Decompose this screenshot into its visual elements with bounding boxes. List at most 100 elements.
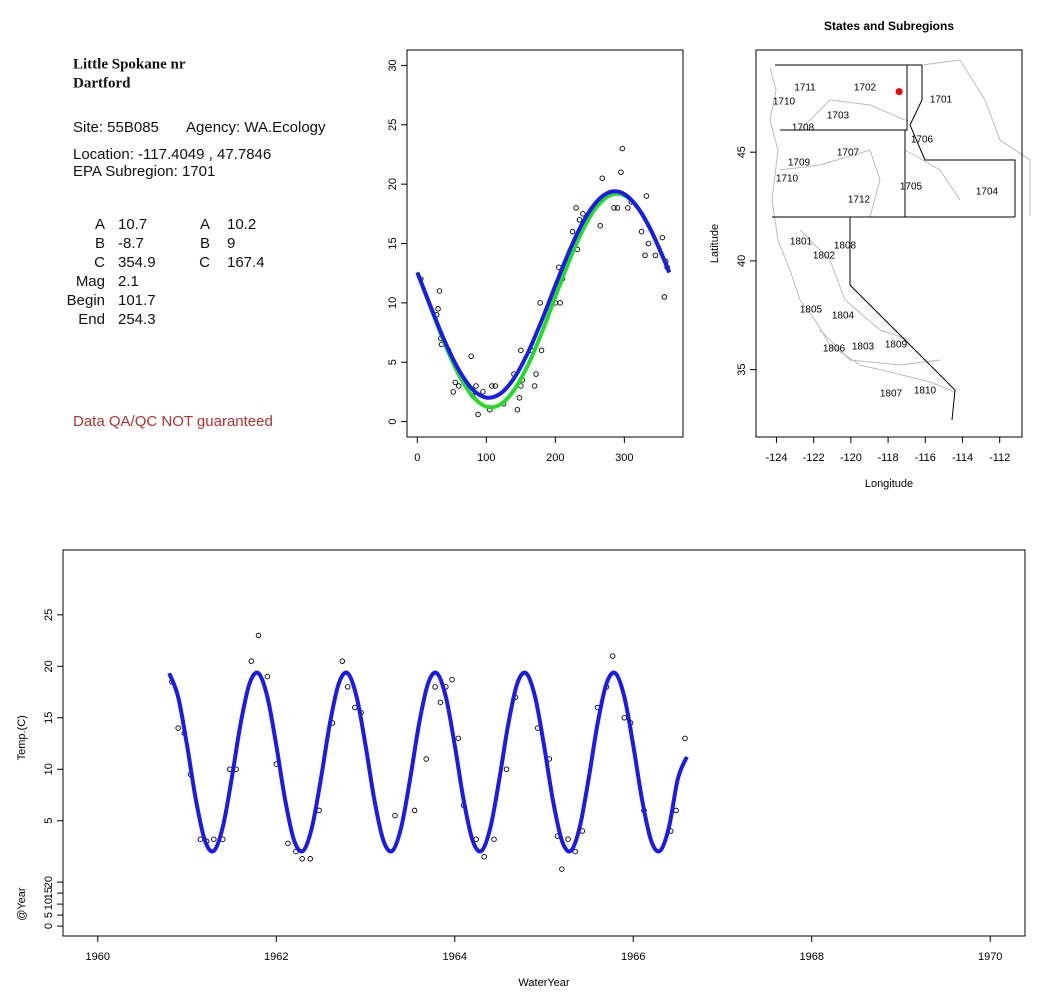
data-point [299,856,305,862]
data-point [638,228,645,235]
site-title: Little Spokane nr [73,56,186,72]
region-label: 1708 [792,123,815,134]
region-label: 1709 [788,158,811,169]
data-point [489,383,495,389]
param-cell: 9 [227,235,235,252]
x-tick-label: 100 [477,452,495,464]
data-point [619,145,626,152]
data-point [492,383,499,389]
y-tick-label: 5 [387,359,399,365]
y-tick-label: 15 [387,237,399,249]
subregion-border [779,149,881,218]
site-id: Site: 55B085 [73,119,159,136]
region-label: 1711 [794,83,816,94]
x-tick-label: -116 [915,452,936,464]
coast-outline [769,67,956,393]
data-point [437,699,444,706]
param-cell: 354.9 [118,254,156,271]
plot-frame [62,549,1026,937]
data-point [435,306,441,312]
param-cell: 101.7 [118,292,156,309]
y-tick-label: 20 [43,660,55,672]
param-cell: B [200,235,210,252]
x-tick-label: -114 [952,452,973,464]
data-point [609,653,616,659]
y2-axis-label: @Year [16,887,28,921]
x-tick-label: 0 [414,452,420,464]
x-tick-label: 300 [615,452,633,464]
state-border [909,65,1016,217]
y-tick-label: 40 [736,255,748,267]
region-label: 1706 [911,135,934,146]
data-point [264,673,271,680]
data-point [514,406,521,413]
x-axis-label: WaterYear [518,977,569,989]
data-point [339,658,346,664]
data-point [518,347,524,354]
data-point [432,684,438,690]
param-cell: C [199,254,210,271]
data-point [473,383,479,389]
data-point [475,411,481,418]
param-cell: -8.7 [118,235,144,252]
param-cell: A [200,216,210,233]
x-tick-label: -120 [840,452,862,464]
y-tick-label: 10 [387,297,399,309]
y-tick-label: 20 [43,876,55,888]
data-point [682,735,688,742]
data-point [392,812,398,819]
data-point [580,211,586,217]
data-point [573,205,579,211]
param-cell: 2.1 [118,273,139,290]
region-label: 1710 [776,174,799,185]
x-tick-label: -122 [803,452,825,464]
x-tick-label: 1962 [264,951,288,963]
param-cell: 10.2 [227,216,256,233]
param-cell: 167.4 [227,254,265,271]
data-point [531,383,538,389]
data-point [643,193,650,199]
data-point [611,205,617,211]
y-tick-label: 35 [736,363,748,375]
site-title: Dartford [73,75,131,91]
x-tick-label: 1960 [86,951,110,963]
data-point [480,389,486,395]
x-tick-label: 1966 [621,951,645,963]
subregion-border [819,329,941,366]
y-axis-label: Latitude [709,224,721,263]
plot-frame [755,49,1023,438]
data-point [645,240,652,247]
region-label: 1807 [880,389,903,400]
region-label: 1702 [854,83,877,94]
region-label: 1710 [773,97,796,108]
param-cell: End [78,311,105,328]
param-cell: A [95,216,105,233]
data-point [450,389,456,395]
data-point [516,395,523,401]
region-label: 1802 [813,251,836,262]
x-axis-label: Longitude [865,478,913,490]
region-label: 1704 [976,187,999,198]
region-label: 1804 [832,311,855,322]
y-axis-label: Temp.(C) [16,715,28,760]
data-point [569,228,576,235]
fit-curve [415,189,672,400]
y-tick-label: 0 [43,923,55,929]
y-tick-label: 30 [387,59,399,71]
data-point [659,234,666,241]
data-point [572,848,578,855]
x-tick-label: -112 [989,452,1010,464]
data-point [597,222,603,229]
region-label: 1805 [800,305,823,316]
data-point [411,807,418,814]
site-point [895,88,903,96]
y-tick-label: 20 [387,178,399,190]
data-point [248,658,255,664]
data-point [599,175,606,181]
data-point [175,725,181,731]
region-label: 1712 [848,195,871,206]
data-point [468,353,474,360]
x-tick-label: 1964 [443,951,467,963]
